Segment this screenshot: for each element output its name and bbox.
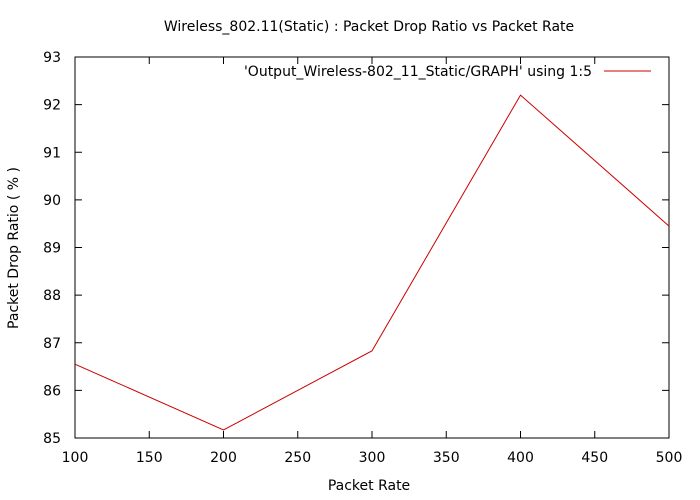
chart-title: Wireless_802.11(Static) : Packet Drop Ra… bbox=[164, 19, 574, 35]
y-tick-label: 88 bbox=[43, 288, 61, 304]
y-tick-label: 89 bbox=[43, 241, 61, 257]
y-tick-label: 87 bbox=[43, 336, 61, 352]
x-tick-label: 350 bbox=[433, 450, 460, 466]
x-tick-label: 250 bbox=[284, 450, 311, 466]
series-line bbox=[74, 94, 670, 431]
y-tick-label: 91 bbox=[43, 145, 61, 161]
y-tick-label: 93 bbox=[43, 50, 61, 66]
x-tick-label: 400 bbox=[507, 450, 534, 466]
x-tick-label: 300 bbox=[359, 450, 386, 466]
x-tick-label: 450 bbox=[581, 450, 608, 466]
y-tick-label: 85 bbox=[43, 431, 61, 447]
x-tick-label: 500 bbox=[656, 450, 683, 466]
y-tick-label: 92 bbox=[43, 98, 61, 114]
x-tick-label: 150 bbox=[136, 450, 163, 466]
y-tick-label: 90 bbox=[43, 193, 61, 209]
y-tick-label: 86 bbox=[43, 383, 61, 399]
x-tick-label: 100 bbox=[62, 450, 89, 466]
x-tick-label: 200 bbox=[210, 450, 237, 466]
legend-label: 'Output_Wireless-802_11_Static/GRAPH' us… bbox=[244, 64, 592, 80]
x-axis: 100 150 200 250 300 350 400 450 500 bbox=[62, 57, 683, 466]
legend: 'Output_Wireless-802_11_Static/GRAPH' us… bbox=[244, 64, 651, 80]
series-layer bbox=[74, 94, 670, 431]
y-axis: 85 86 87 88 89 90 91 92 93 bbox=[43, 50, 669, 447]
y-axis-label: Packet Drop Ratio ( % ) bbox=[6, 167, 22, 329]
x-axis-label: Packet Rate bbox=[328, 478, 410, 494]
plot-border bbox=[74, 56, 670, 439]
plot-frame bbox=[74, 56, 670, 439]
